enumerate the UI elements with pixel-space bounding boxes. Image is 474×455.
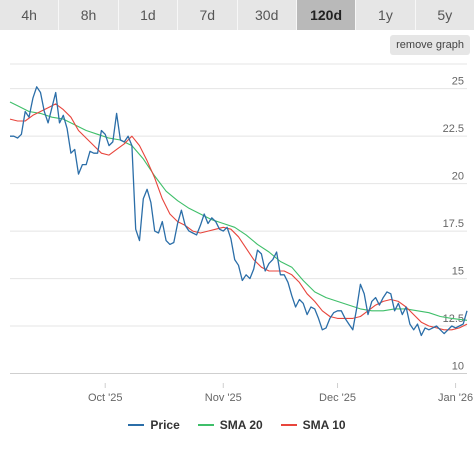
tab-4h[interactable]: 4h xyxy=(0,0,60,30)
y-tick-label: 10 xyxy=(452,361,464,373)
y-tick-label: 17.5 xyxy=(443,218,464,230)
tab-8h[interactable]: 8h xyxy=(59,0,119,30)
x-axis-ticks: Oct '25 Nov '25 Dec '25 Jan '26 xyxy=(88,383,473,404)
tab-7d[interactable]: 7d xyxy=(178,0,238,30)
y-tick-label: 20 xyxy=(452,171,464,183)
tab-1y[interactable]: 1y xyxy=(356,0,416,30)
y-tick-label: 25 xyxy=(452,76,464,88)
legend-item-sma10[interactable]: SMA 10 xyxy=(280,418,346,432)
x-tick-label: Dec '25 xyxy=(319,392,356,404)
grid-lines xyxy=(10,63,467,375)
legend-label-sma10: SMA 10 xyxy=(302,418,346,432)
legend-item-sma20[interactable]: SMA 20 xyxy=(197,418,263,432)
y-tick-label: 15 xyxy=(452,266,464,278)
chart-legend: Price SMA 20 SMA 10 xyxy=(0,418,474,432)
sma10-line xyxy=(9,103,468,331)
tab-5y[interactable]: 5y xyxy=(415,0,474,30)
series-lines xyxy=(9,86,468,337)
x-tick-label: Jan '26 xyxy=(438,392,473,404)
legend-label-price: Price xyxy=(150,418,180,432)
price-swatch-icon xyxy=(128,424,145,426)
price-line xyxy=(10,86,468,337)
y-tick-label: 22.5 xyxy=(443,123,464,135)
x-tick-label: Nov '25 xyxy=(205,392,242,404)
sma20-line xyxy=(9,101,468,321)
x-tick-label: Oct '25 xyxy=(88,392,123,404)
sma10-swatch-icon xyxy=(280,424,297,426)
remove-graph-button[interactable]: remove graph xyxy=(390,35,470,55)
tab-30d[interactable]: 30d xyxy=(237,0,297,30)
tab-120d[interactable]: 120d xyxy=(296,0,357,30)
legend-item-price[interactable]: Price xyxy=(128,418,180,432)
sma20-swatch-icon xyxy=(197,424,214,426)
timeframe-tabs: 4h 8h 1d 7d 30d 120d 1y 5y xyxy=(0,0,474,30)
legend-label-sma20: SMA 20 xyxy=(219,418,263,432)
tab-1d[interactable]: 1d xyxy=(118,0,179,30)
